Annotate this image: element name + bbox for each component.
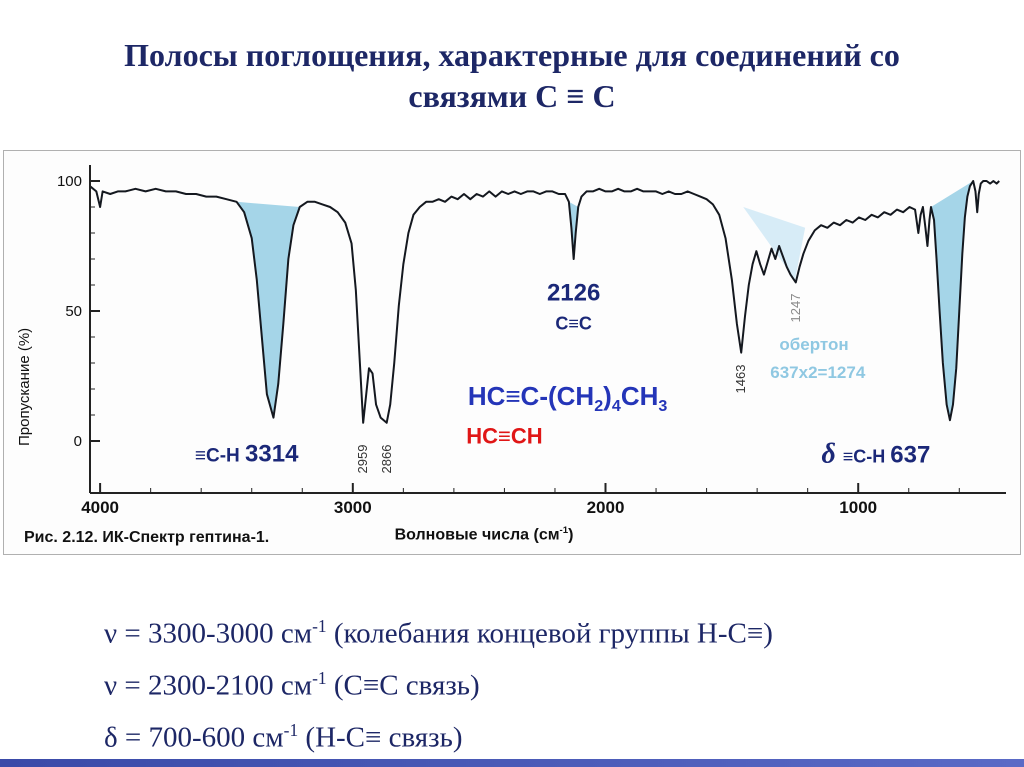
x-tick-label: 1000 <box>839 498 877 517</box>
note-line-nu-3300: ν = 3300-3000 см-1 (колебания концевой г… <box>104 616 773 650</box>
note-line-delta-700: δ = 700-600 см-1 (H-C≡ связь) <box>104 720 463 754</box>
figure-caption: Рис. 2.12. ИК-Спектр гептина-1. <box>24 529 269 547</box>
y-tick-label: 100 <box>57 173 82 190</box>
x-axis-label-text: Волновые числа (см <box>394 526 560 544</box>
spectrum-curve <box>89 180 1000 424</box>
x-axis-label-sup: -1 <box>559 525 569 536</box>
overtone-triangle <box>743 207 806 280</box>
y-axis-label: Пропускание (%) <box>16 327 33 446</box>
title-line-1: Полосы поглощения, характерные для соеди… <box>124 37 900 74</box>
x-axis-label: Волновые числа (см-1) <box>304 525 664 544</box>
x-axis-label-close: ) <box>568 526 574 544</box>
x-tick-label: 4000 <box>81 498 119 517</box>
y-tick-label: 50 <box>65 303 82 320</box>
bottom-accent-bar <box>0 759 1024 767</box>
absorption-band-fill <box>236 201 300 418</box>
absorption-band-fill <box>930 181 974 421</box>
notes-block: ν = 3300-3000 см-1 (колебания концевой г… <box>104 600 773 756</box>
x-tick-label: 2000 <box>587 498 625 517</box>
figure-number: Рис. 2.12. <box>24 529 98 546</box>
page-title: Полосы поглощения, характерные для соеди… <box>0 35 1024 117</box>
figure-caption-text: ИК-Спектр гептина-1. <box>102 529 270 546</box>
title-line-2: связями C ≡ C <box>408 78 616 115</box>
ir-spectrum-plot: 4000 3000 2000 1000 100 50 0 <box>57 165 1006 517</box>
ir-spectrum-figure: 4000 3000 2000 1000 100 50 0 ≡C-H 3314 2959 2866… <box>3 150 1021 555</box>
note-line-nu-2300: ν = 2300-2100 см-1 (C≡C связь) <box>104 668 480 702</box>
y-tick-label: 0 <box>74 433 82 450</box>
x-tick-label: 3000 <box>334 498 372 517</box>
